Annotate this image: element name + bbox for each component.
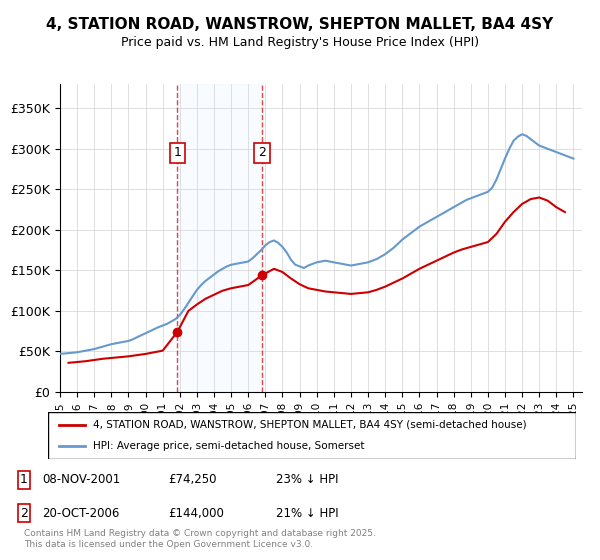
Text: 2: 2: [20, 507, 28, 520]
Text: Contains HM Land Registry data © Crown copyright and database right 2025.
This d: Contains HM Land Registry data © Crown c…: [24, 529, 376, 549]
Text: 1: 1: [173, 146, 181, 160]
Bar: [178, 84, 262, 392]
Text: £144,000: £144,000: [168, 507, 224, 520]
Text: 23% ↓ HPI: 23% ↓ HPI: [276, 473, 338, 486]
Text: 2: 2: [258, 146, 266, 160]
Text: 21% ↓ HPI: 21% ↓ HPI: [276, 507, 338, 520]
Text: 4, STATION ROAD, WANSTROW, SHEPTON MALLET, BA4 4SY (semi-detached house): 4, STATION ROAD, WANSTROW, SHEPTON MALLE…: [93, 420, 527, 430]
Text: 1: 1: [20, 473, 28, 486]
FancyBboxPatch shape: [48, 412, 576, 459]
Text: 4, STATION ROAD, WANSTROW, SHEPTON MALLET, BA4 4SY: 4, STATION ROAD, WANSTROW, SHEPTON MALLE…: [46, 17, 554, 32]
Text: 20-OCT-2006: 20-OCT-2006: [42, 507, 119, 520]
Text: HPI: Average price, semi-detached house, Somerset: HPI: Average price, semi-detached house,…: [93, 441, 364, 451]
Text: 08-NOV-2001: 08-NOV-2001: [42, 473, 120, 486]
Text: £74,250: £74,250: [168, 473, 217, 486]
Text: Price paid vs. HM Land Registry's House Price Index (HPI): Price paid vs. HM Land Registry's House …: [121, 36, 479, 49]
